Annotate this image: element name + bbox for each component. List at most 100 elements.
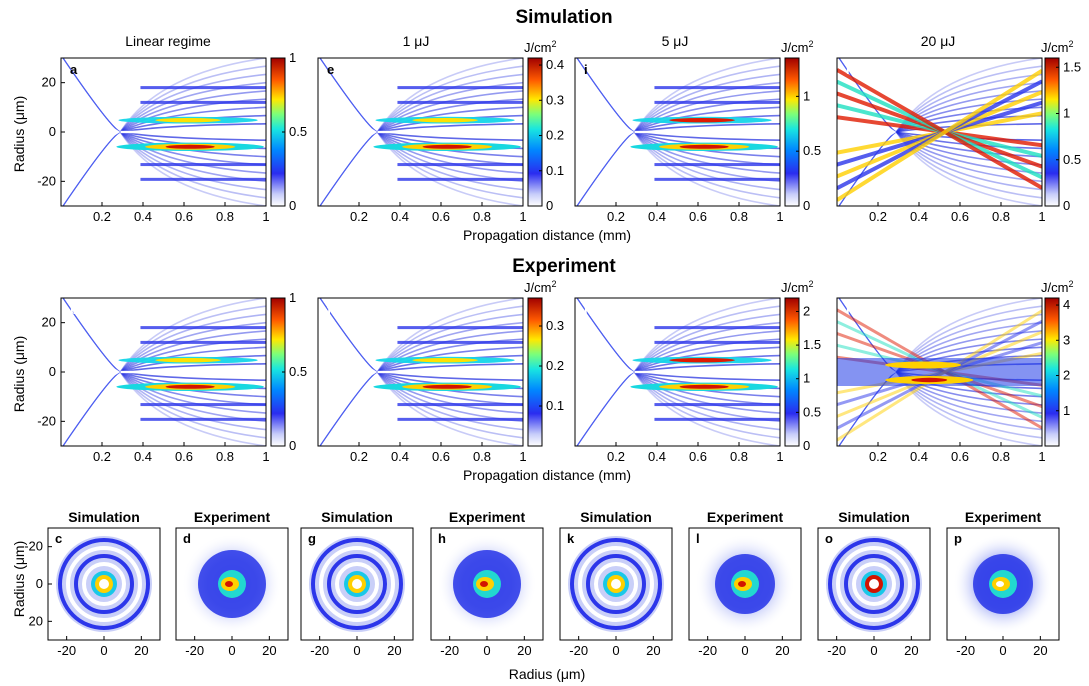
heatmap-panel-m: m 0.2 0.4 0.6 0.8 1 0 0.5 1 1.5 J/cm2 — [836, 39, 1081, 224]
x-tick-label: -20 — [185, 643, 204, 658]
panel-letter-d: d — [183, 531, 191, 546]
panel-letter-h: h — [438, 531, 446, 546]
panel-letter-c: c — [55, 531, 62, 546]
core-center — [996, 581, 1004, 587]
ring — [58, 538, 150, 630]
small-panel-title: Simulation — [838, 509, 910, 525]
x-tick-label: 0 — [228, 643, 235, 658]
panel-letter-m: m — [846, 62, 858, 77]
column-title-20uj: 20 μJ — [921, 33, 956, 49]
panel-letter-f: f — [327, 302, 332, 317]
x-tick-label: 0.8 — [730, 449, 748, 464]
panel-letter-i: i — [584, 62, 588, 77]
colorbar-tick-label: 0 — [803, 438, 810, 453]
colorbar-tick-label: 0.3 — [546, 92, 564, 107]
experiment-section-title: Experiment — [512, 256, 616, 277]
x-tick-label: -20 — [569, 643, 588, 658]
x-tick-label: 0 — [100, 643, 107, 658]
colorbar-tick-label: 0.2 — [546, 358, 564, 373]
x-tick-label: -20 — [310, 643, 329, 658]
x-tick-label: -20 — [827, 643, 846, 658]
heatmap-image-a — [61, 58, 266, 206]
transverse-panel-k: Simulation k -20 0 20 — [559, 509, 673, 658]
x-tick-label: 0.8 — [992, 209, 1010, 224]
x-tick-label: 20 — [134, 643, 148, 658]
colorbar-tick-label: 0.2 — [546, 128, 564, 143]
ring — [594, 562, 638, 606]
small-panel-title: Simulation — [580, 509, 652, 525]
plot-frame-m — [836, 57, 1043, 207]
core-center — [480, 581, 488, 587]
x-tick-label: 20 — [904, 643, 918, 658]
colorbar-tick-label: 0 — [803, 198, 810, 213]
x-tick-label: 20 — [1033, 643, 1047, 658]
ring — [82, 562, 126, 606]
x-tick-label: 0.6 — [432, 449, 450, 464]
x-tick-label: 0.8 — [216, 449, 234, 464]
colorbar-tick-label: 2 — [803, 303, 810, 318]
ring — [327, 554, 387, 614]
y-axis-label-transverse: Radius (μm) — [11, 541, 27, 618]
colorbar-tick-label: 1 — [803, 88, 810, 103]
colorbar-tick-label: 1 — [1063, 403, 1070, 418]
colorbar-gradient — [784, 297, 800, 447]
transverse-panel-g: Simulation g -20 0 20 — [300, 509, 414, 658]
core-center — [738, 581, 746, 587]
colorbar-b: 00.51 — [270, 290, 307, 453]
colorbar-tick-label: 0.3 — [546, 318, 564, 333]
colorbar-tick-label: 0.1 — [546, 398, 564, 413]
colorbar-tick-label: 1 — [1063, 106, 1070, 121]
colorbar-tick-label: 3 — [1063, 332, 1070, 347]
small-panel-title: Simulation — [321, 509, 393, 525]
plot-frame-f — [317, 297, 524, 447]
x-tick-label: 20 — [517, 643, 531, 658]
x-tick-label: 1 — [1038, 449, 1045, 464]
colorbar-unit-label: J/cm2 — [1041, 39, 1073, 55]
colorbar-gradient — [1044, 297, 1060, 447]
x-tick-label: 1 — [519, 449, 526, 464]
heatmap-image-n — [837, 298, 1042, 446]
colorbar-tick-label: 0.5 — [289, 124, 307, 139]
colorbar-tick-label: 1.5 — [1063, 59, 1081, 74]
x-tick-label: 0.4 — [391, 449, 409, 464]
x-tick-label: 0.8 — [473, 449, 491, 464]
x-tick-label: 0.4 — [391, 209, 409, 224]
y-tick-label: 20 — [29, 613, 43, 628]
colorbar-unit-label: J/cm2 — [781, 39, 813, 55]
core-center — [225, 581, 233, 587]
column-title-linear: Linear regime — [125, 33, 211, 49]
column-title-5uj: 5 μJ — [662, 33, 689, 49]
x-tick-label: 0.2 — [869, 449, 887, 464]
x-tick-label: 0.2 — [607, 449, 625, 464]
core-center — [869, 579, 879, 589]
small-panel-title: Simulation — [68, 509, 140, 525]
x-tick-label: -20 — [698, 643, 717, 658]
colorbar-tick-label: 1.5 — [803, 337, 821, 352]
colorbar-tick-label: 0.5 — [289, 364, 307, 379]
colorbar-unit-label: J/cm2 — [1041, 279, 1073, 295]
colorbar-gradient — [784, 57, 800, 207]
y-tick-label: 0 — [49, 364, 56, 379]
heatmap-panel-e: e 0.2 0.4 0.6 0.8 1 0 0.1 0.2 0.3 0.4 J/cm2 — [317, 39, 564, 224]
x-tick-label: 1 — [519, 209, 526, 224]
x-axis-label-transverse: Radius (μm) — [509, 666, 586, 682]
panel-letter-l: l — [696, 531, 700, 546]
colorbar-tick-label: 4 — [1063, 297, 1070, 312]
colorbar-tick-label: 0.5 — [1063, 152, 1081, 167]
colorbar-tick-label: 1 — [289, 50, 296, 65]
ring — [319, 546, 395, 622]
x-axis-label-simulation: Propagation distance (mm) — [463, 227, 631, 243]
small-panel-title: Experiment — [707, 509, 784, 525]
colorbar-i: 0 0.5 1 J/cm2 — [781, 39, 821, 213]
x-tick-label: 0.6 — [689, 449, 707, 464]
heatmap-panel-j: j 0.2 0.4 0.6 0.8 1 0 0.5 1 1.5 2 J/cm2 — [574, 279, 821, 464]
y-axis-label-experiment: Radius (μm) — [11, 336, 27, 413]
small-panel-title: Experiment — [449, 509, 526, 525]
y-tick-label: -20 — [37, 413, 56, 428]
x-tick-label: -20 — [440, 643, 459, 658]
x-tick-label: 0 — [483, 643, 490, 658]
x-tick-label: 1 — [776, 209, 783, 224]
plot-frame-e — [317, 57, 524, 207]
colorbar-j: 0 0.5 1 1.5 2 J/cm2 — [781, 279, 821, 453]
